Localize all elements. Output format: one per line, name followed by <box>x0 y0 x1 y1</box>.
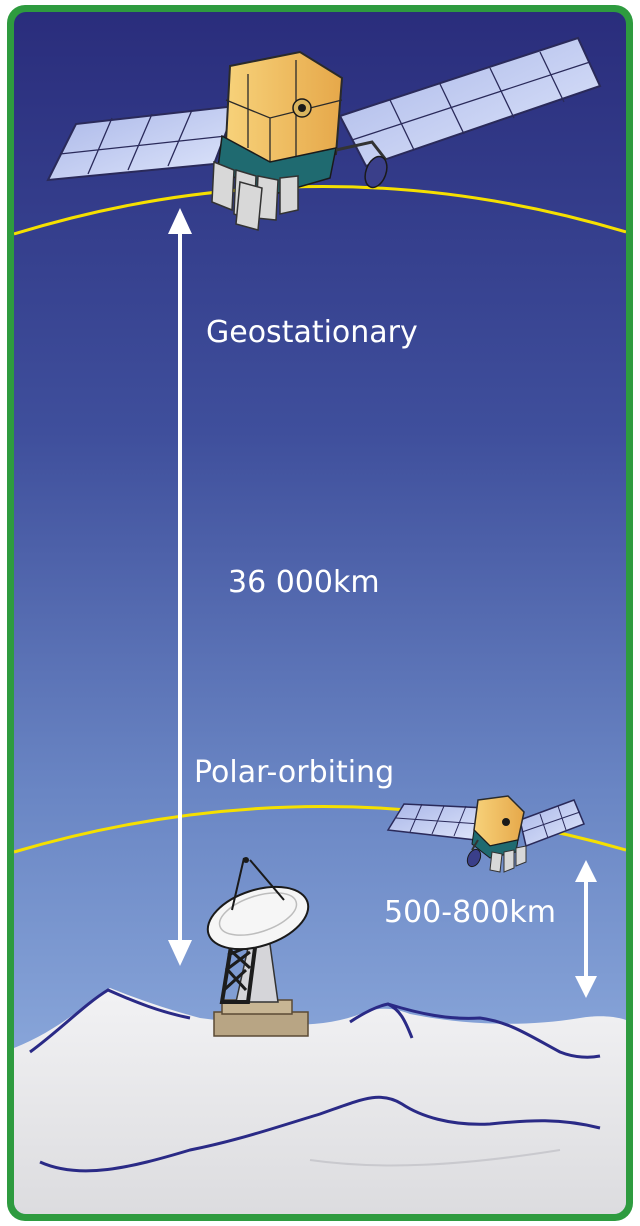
polar-orbiting-satellite-icon <box>386 795 585 873</box>
geostationary-satellite-icon <box>46 36 602 231</box>
satellite-dish-icon <box>206 857 310 1037</box>
earth-surface <box>14 988 626 1214</box>
ridge-front <box>39 1095 601 1173</box>
ridge-left <box>29 988 191 1054</box>
ridge-right <box>349 1002 601 1059</box>
polar-distance-arrow <box>575 860 597 998</box>
polar-orbiting-label: Polar-orbiting <box>194 755 394 790</box>
geostationary-distance-arrow <box>168 208 192 966</box>
geostationary-distance-label: 36 000km <box>228 565 380 600</box>
geostationary-orbit-line <box>14 185 626 236</box>
polar-distance-label: 500-800km <box>384 895 556 930</box>
geostationary-label: Geostationary <box>206 315 418 350</box>
